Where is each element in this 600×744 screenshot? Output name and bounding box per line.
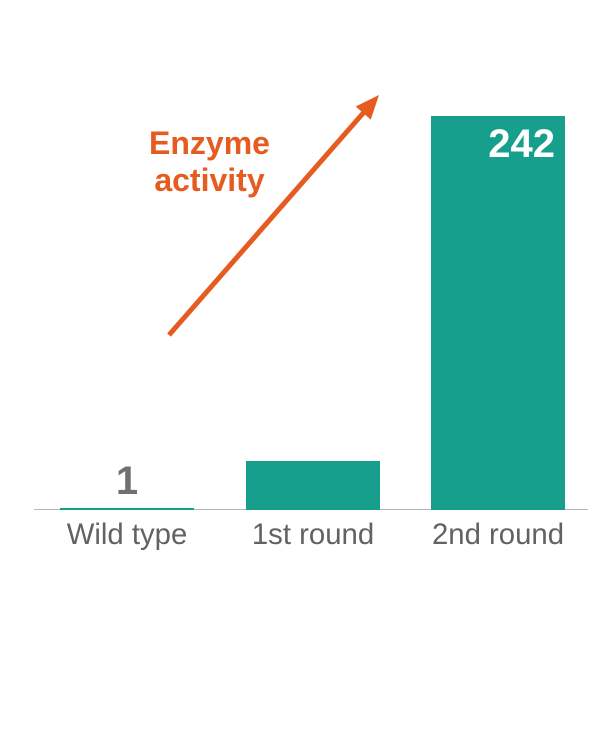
x-axis-labels: Wild type 1st round 2nd round <box>34 518 588 558</box>
bar-2nd-round: 242 <box>431 116 565 510</box>
bar-wild-type: 1 <box>60 508 194 510</box>
annotation-line1: Enzyme <box>149 125 270 161</box>
plot-area: 1 242 Enzyme activity <box>34 70 588 510</box>
bar-value-wild-type: 1 <box>116 459 138 508</box>
x-label-1st-round: 1st round <box>223 518 403 552</box>
enzyme-activity-chart: 1 242 Enzyme activity Wild type 1st roun… <box>0 0 600 744</box>
x-label-2nd-round: 2nd round <box>408 518 588 552</box>
x-label-wild-type: Wild type <box>37 518 217 552</box>
bar-1st-round <box>246 461 380 510</box>
bar-value-2nd-round: 242 <box>488 122 555 169</box>
arrow-head-icon <box>356 95 379 120</box>
annotation-line2: activity <box>154 162 264 198</box>
annotation-enzyme-activity: Enzyme activity <box>149 125 270 199</box>
